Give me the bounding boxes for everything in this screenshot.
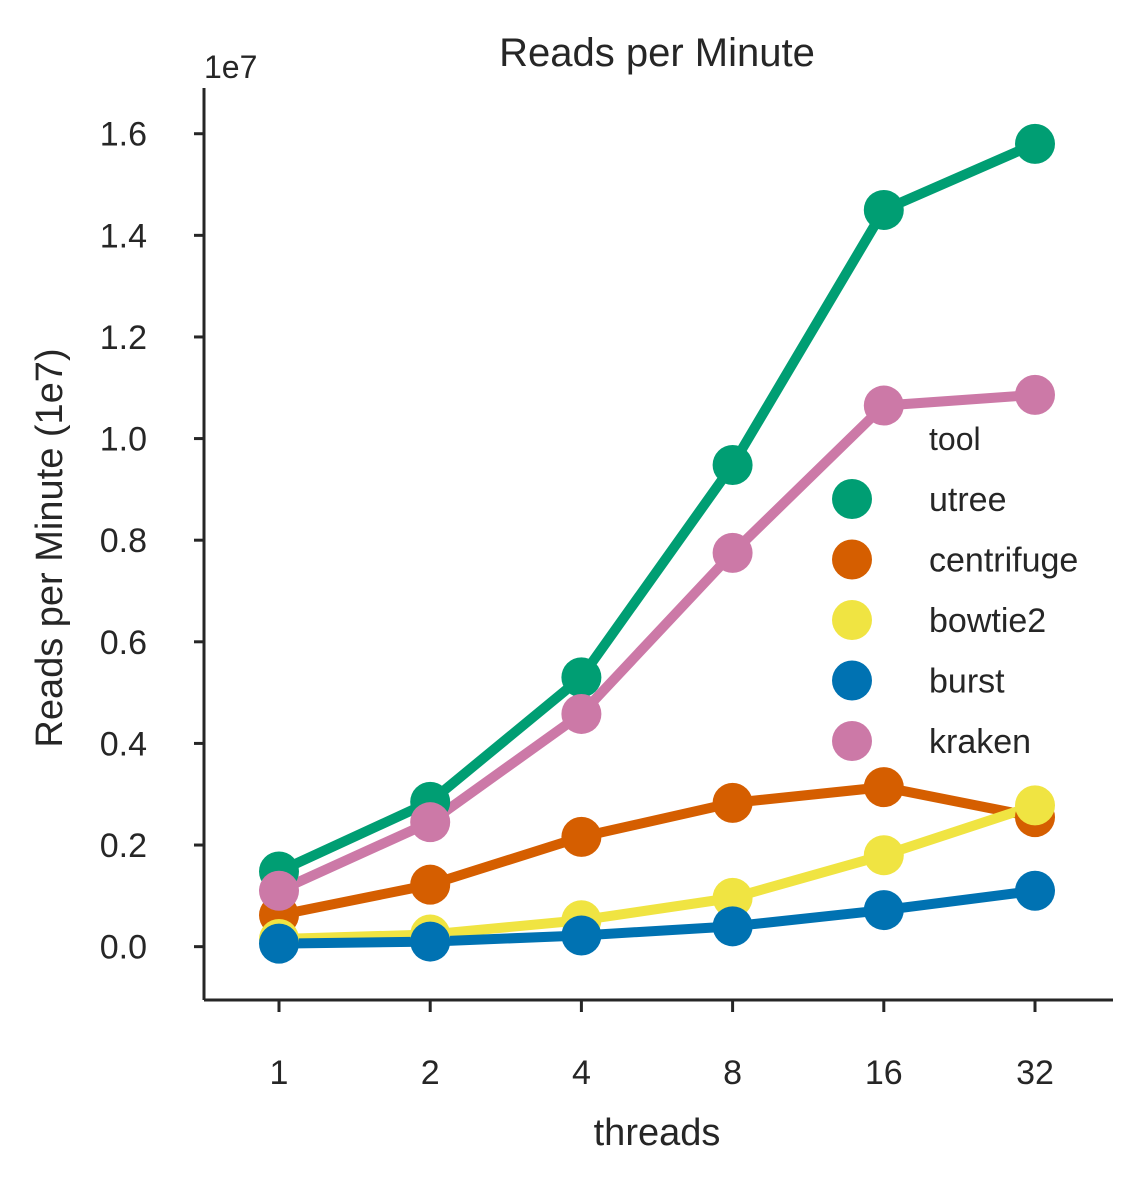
- data-point-bowtie2: [1015, 785, 1055, 826]
- x-tick-label: 4: [572, 1054, 591, 1092]
- x-ticks: 1 2 4 8 16 32: [270, 1000, 1054, 1092]
- y-tick-label: 0.0: [100, 929, 147, 967]
- legend-label-kraken: kraken: [929, 723, 1031, 761]
- chart-title: Reads per Minute: [499, 31, 815, 75]
- data-point-burst: [863, 890, 904, 931]
- data-point-kraken: [410, 802, 451, 843]
- y-tick-label: 1.0: [100, 421, 147, 459]
- series-line-utree: [274, 138, 1040, 877]
- legend-marker-bowtie2: [832, 600, 872, 640]
- data-point-burst: [712, 906, 753, 947]
- series-points: [259, 123, 1055, 964]
- data-point-kraken: [561, 693, 602, 734]
- y-tick-label: 1.4: [100, 217, 147, 255]
- data-point-centrifuge: [561, 816, 602, 857]
- x-axis-title: threads: [594, 1112, 721, 1154]
- y-tick-label: 0.6: [100, 624, 147, 662]
- series-lines: [274, 138, 1040, 949]
- series-line-burst: [274, 885, 1040, 949]
- x-tick-label: 16: [865, 1054, 903, 1092]
- data-point-bowtie2: [712, 877, 753, 918]
- legend-marker-utree: [832, 479, 872, 519]
- data-point-centrifuge: [712, 782, 753, 823]
- y-offset-label: 1e7: [204, 49, 257, 85]
- legend-label-burst: burst: [929, 663, 1005, 701]
- y-tick-label: 1.2: [100, 319, 147, 357]
- data-point-utree: [561, 657, 602, 698]
- data-point-burst: [410, 921, 451, 962]
- y-axis-title: Reads per Minute (1e7): [29, 348, 71, 747]
- legend-items: utree centrifuge bowtie2 burst kraken: [832, 479, 1078, 761]
- x-tick-label: 32: [1016, 1054, 1054, 1092]
- legend-label-utree: utree: [929, 481, 1007, 519]
- legend-marker-kraken: [832, 721, 872, 761]
- data-point-utree: [863, 189, 904, 230]
- y-tick-label: 0.4: [100, 725, 147, 763]
- data-point-kraken: [259, 870, 299, 911]
- series-line-bowtie2: [274, 800, 1040, 945]
- data-point-kraken: [863, 385, 904, 426]
- legend-label-bowtie2: bowtie2: [929, 602, 1046, 640]
- data-point-utree: [712, 444, 753, 485]
- x-tick-label: 1: [270, 1054, 289, 1092]
- legend-marker-burst: [832, 660, 872, 701]
- x-tick-label: 8: [723, 1054, 742, 1092]
- data-point-burst: [1015, 870, 1055, 911]
- y-tick-label: 0.8: [100, 522, 147, 560]
- data-point-centrifuge: [863, 767, 904, 808]
- y-tick-label: 0.2: [100, 827, 147, 865]
- legend-label-centrifuge: centrifuge: [929, 542, 1078, 580]
- legend-title: tool: [929, 421, 981, 457]
- legend: tool utree centrifuge bowtie2 burst kraken: [832, 421, 1078, 761]
- data-point-burst: [259, 923, 299, 964]
- data-point-centrifuge: [410, 864, 451, 905]
- y-ticks: 0.0 0.2 0.4 0.6 0.8 1.0 1.2 1.4 1.6: [100, 116, 204, 967]
- series-line-kraken: [274, 389, 1040, 896]
- data-point-utree: [1015, 123, 1055, 164]
- y-tick-label: 1.6: [100, 116, 147, 154]
- legend-marker-centrifuge: [832, 539, 872, 580]
- data-point-burst: [561, 915, 602, 956]
- series-line-centrifuge: [274, 782, 1040, 921]
- data-point-kraken: [712, 532, 753, 573]
- x-tick-label: 2: [421, 1054, 440, 1092]
- data-point-bowtie2: [863, 835, 904, 876]
- data-point-kraken: [1015, 374, 1055, 415]
